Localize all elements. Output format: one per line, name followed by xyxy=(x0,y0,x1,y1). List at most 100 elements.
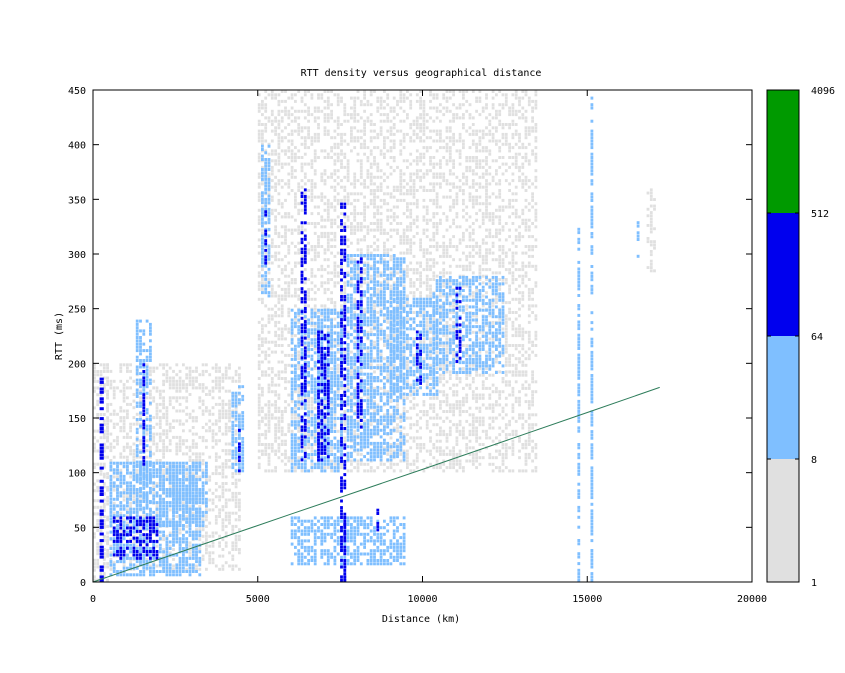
density-cell xyxy=(386,149,390,153)
density-cell xyxy=(422,99,426,103)
density-cell xyxy=(429,284,432,288)
density-cell xyxy=(468,363,472,367)
density-cell xyxy=(419,103,422,107)
density-cell xyxy=(389,443,393,446)
density-cell xyxy=(323,248,327,252)
density-cell xyxy=(201,383,205,387)
density-cell xyxy=(175,409,179,413)
density-cell xyxy=(234,534,238,538)
density-cell xyxy=(346,142,350,146)
density-cell xyxy=(106,429,109,433)
density-cell xyxy=(478,208,482,212)
density-cell xyxy=(419,261,422,265)
density-cell xyxy=(313,139,317,143)
density-cell xyxy=(488,132,492,136)
density-cell xyxy=(386,96,390,100)
density-cell xyxy=(106,366,109,370)
density-cell xyxy=(478,225,482,229)
density-cell xyxy=(478,443,482,446)
density-cell xyxy=(274,393,277,397)
density-cell xyxy=(415,261,419,265)
density-cell xyxy=(330,113,333,117)
density-cell xyxy=(478,142,482,146)
density-cell xyxy=(386,218,390,222)
density-cell xyxy=(198,548,202,551)
density-cell xyxy=(294,93,297,97)
density-cell xyxy=(481,274,485,278)
density-cell xyxy=(462,93,465,97)
density-cell xyxy=(214,442,218,446)
density-cell xyxy=(188,366,192,370)
density-cell xyxy=(96,522,100,526)
density-cell xyxy=(261,452,264,456)
density-cell xyxy=(455,215,459,219)
density-cell xyxy=(389,466,393,470)
density-cell xyxy=(366,386,370,390)
density-cell xyxy=(287,228,291,232)
density-cell xyxy=(270,109,274,113)
density-cell xyxy=(221,475,225,479)
density-cell xyxy=(132,495,136,499)
density-cell xyxy=(383,142,386,146)
density-cell xyxy=(211,396,215,400)
density-cell xyxy=(300,96,304,100)
density-cell xyxy=(402,284,406,288)
density-cell xyxy=(165,422,169,426)
density-cell xyxy=(422,132,426,136)
density-cell xyxy=(422,198,426,202)
density-cell xyxy=(445,403,449,407)
density-cell xyxy=(307,126,310,130)
density-cell xyxy=(356,469,360,473)
density-cell xyxy=(165,363,169,367)
density-cell xyxy=(343,419,347,423)
density-cell xyxy=(359,212,363,216)
density-cell xyxy=(471,195,475,199)
density-cell xyxy=(297,248,301,252)
density-cell xyxy=(274,185,277,189)
density-cell xyxy=(267,116,271,120)
density-cell xyxy=(333,271,337,275)
density-cell xyxy=(346,469,350,473)
density-cell xyxy=(458,225,462,229)
density-cell xyxy=(458,189,462,192)
density-cell xyxy=(359,175,363,179)
density-cell xyxy=(359,228,363,232)
density-cell xyxy=(303,93,307,97)
density-cell xyxy=(471,222,475,225)
density-cell xyxy=(353,228,357,232)
density-cell xyxy=(442,146,446,150)
density-cell xyxy=(126,455,129,459)
density-cell xyxy=(419,245,422,248)
density-cell xyxy=(409,383,413,387)
density-cell xyxy=(356,119,360,123)
density-cell xyxy=(396,222,399,225)
density-cell xyxy=(432,264,436,268)
density-cell xyxy=(465,165,469,169)
density-cell xyxy=(119,429,123,433)
density-cell xyxy=(129,505,132,509)
density-cell xyxy=(224,465,228,469)
density-cell xyxy=(297,429,301,433)
density-cell xyxy=(320,274,324,278)
density-cell xyxy=(439,146,442,150)
density-cell xyxy=(264,413,268,417)
density-cell xyxy=(471,363,475,367)
density-cell xyxy=(294,281,297,285)
density-cell xyxy=(96,479,100,483)
density-cell xyxy=(323,179,327,183)
density-cell xyxy=(310,324,314,328)
density-cell xyxy=(448,126,452,130)
density-cell xyxy=(191,376,195,380)
density-cell xyxy=(257,192,261,196)
density-cell xyxy=(112,475,116,479)
density-cell xyxy=(172,369,175,373)
density-cell xyxy=(307,304,310,308)
density-cell xyxy=(481,172,485,176)
density-cell xyxy=(435,195,439,199)
density-cell xyxy=(231,475,235,479)
density-cell xyxy=(379,132,383,136)
density-cell xyxy=(333,462,337,466)
density-cell xyxy=(452,90,455,93)
density-cell xyxy=(195,455,198,459)
density-cell xyxy=(284,109,287,113)
